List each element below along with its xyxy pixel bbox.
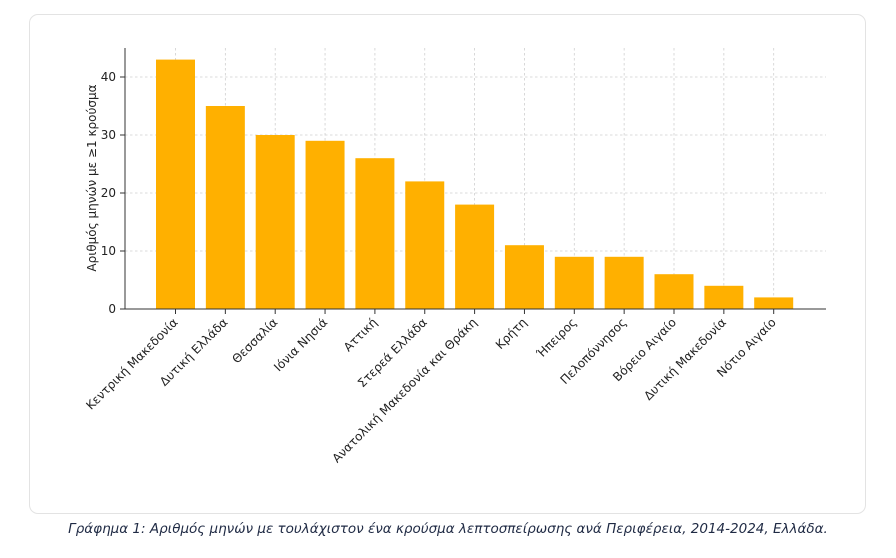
y-tick-label: 20 [101, 186, 116, 200]
bar [255, 135, 295, 309]
bar [554, 256, 594, 309]
bar [604, 256, 644, 309]
x-tick-label: Κρήτη [493, 315, 530, 352]
bar [355, 158, 395, 309]
x-tick-label: Ήπειρος [533, 315, 579, 361]
x-tick-label: Κεντρική Μακεδονία [83, 315, 180, 412]
x-tick-label: Θεσσαλία [229, 315, 280, 366]
bar [405, 181, 445, 309]
axis-layer [120, 48, 826, 314]
bar [305, 140, 345, 309]
x-tick-label: Αττική [341, 315, 380, 354]
bar [156, 59, 195, 309]
y-tick-label: 0 [108, 302, 116, 316]
bar-layer [156, 59, 794, 309]
y-tick-label: 30 [101, 128, 116, 142]
bar [504, 245, 544, 309]
bar [654, 274, 694, 309]
bar [205, 106, 245, 309]
bar [754, 297, 794, 309]
bar [455, 204, 495, 309]
y-axis-title: Αριθμός μηνών με ≥1 κρούσμα [85, 84, 99, 271]
figure-caption: Γράφημα 1: Αριθμός μηνών με τουλάχιστον … [68, 521, 828, 537]
y-tick-label: 40 [101, 70, 116, 84]
y-tick-label: 10 [101, 244, 116, 258]
bar [704, 285, 744, 309]
x-tick-label: Δυτική Μακεδονία [641, 315, 729, 403]
x-tick-label: Ιόνια Νησιά [271, 315, 330, 374]
